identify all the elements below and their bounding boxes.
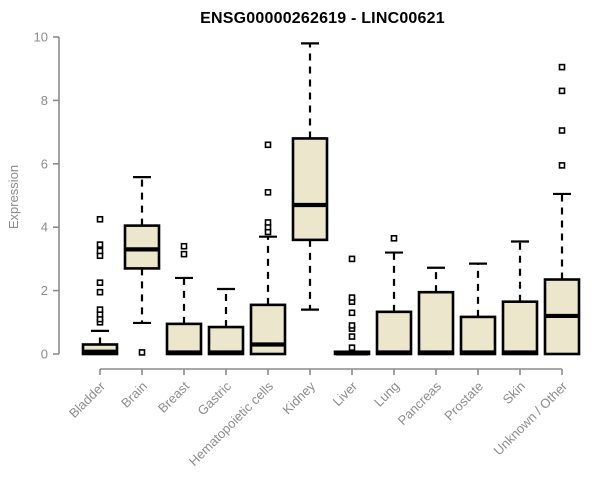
outlier-point: [348, 255, 356, 263]
outlier-point: [348, 344, 356, 351]
boxplot-liver: [333, 255, 371, 356]
y-tick-label: 2: [41, 283, 48, 298]
outlier-point: [348, 309, 356, 317]
x-category-label: Prostate: [441, 379, 486, 424]
boxplot-gastric: [207, 287, 245, 356]
outlier-point: [558, 127, 566, 134]
iqr-box: [207, 325, 245, 356]
boxplot-breast: [165, 242, 203, 356]
boxplot-bladder: [81, 215, 119, 356]
x-category-label: Liver: [330, 378, 361, 409]
boxplot-pancreas: [417, 266, 455, 356]
iqr-box: [417, 290, 455, 356]
boxplot-prostate: [459, 262, 497, 356]
boxplot-unknown-other: [543, 63, 581, 356]
boxplot-kidney: [291, 42, 329, 311]
chart-title: ENSG00000262619 - LINC00621: [200, 10, 445, 27]
outlier-point: [348, 294, 356, 301]
x-category-label: Skin: [500, 379, 528, 407]
x-category-label: Pancreas: [395, 378, 445, 428]
iqr-box: [81, 343, 119, 356]
x-category-label: Brain: [118, 379, 150, 411]
y-tick-label: 8: [41, 93, 48, 108]
outlier-point: [180, 242, 188, 250]
iqr-box: [459, 315, 497, 356]
boxplot-lung: [375, 234, 413, 356]
outlier-point: [96, 241, 104, 248]
x-category-label: Lung: [371, 379, 402, 410]
x-category-label: Breast: [155, 378, 192, 415]
outlier-point: [348, 333, 356, 340]
x-category-label: Kidney: [279, 378, 318, 417]
iqr-box: [123, 224, 161, 270]
outlier-point: [558, 63, 566, 71]
iqr-box: [165, 322, 203, 356]
x-category-label: Unknown / Other: [491, 378, 571, 458]
iqr-box: [501, 300, 539, 356]
outlier-point: [348, 322, 356, 329]
iqr-box: [249, 303, 287, 356]
boxplot-skin: [501, 240, 539, 356]
outlier-point: [180, 250, 188, 258]
outlier-point: [558, 87, 566, 95]
outlier-point: [96, 288, 104, 296]
outlier-point: [96, 306, 104, 313]
y-tick-label: 10: [34, 30, 48, 45]
outlier-point: [264, 219, 272, 226]
boxplot-brain: [123, 176, 161, 356]
outlier-point: [264, 141, 272, 149]
x-category-label: Bladder: [66, 378, 109, 421]
outlier-point: [264, 189, 272, 196]
outlier-point: [558, 162, 566, 169]
iqr-box: [375, 310, 413, 356]
outlier-point: [96, 215, 104, 223]
iqr-box: [291, 137, 329, 242]
y-tick-label: 6: [41, 156, 48, 171]
y-tick-label: 0: [41, 347, 48, 362]
outlier-point: [96, 279, 104, 286]
boxplot-hematopoietic-cells: [249, 141, 287, 356]
outlier-point: [96, 247, 104, 255]
x-category-label: Gastric: [194, 378, 234, 418]
outlier-point: [390, 234, 398, 242]
outlier-point: [138, 349, 146, 356]
y-tick-label: 4: [41, 220, 48, 235]
